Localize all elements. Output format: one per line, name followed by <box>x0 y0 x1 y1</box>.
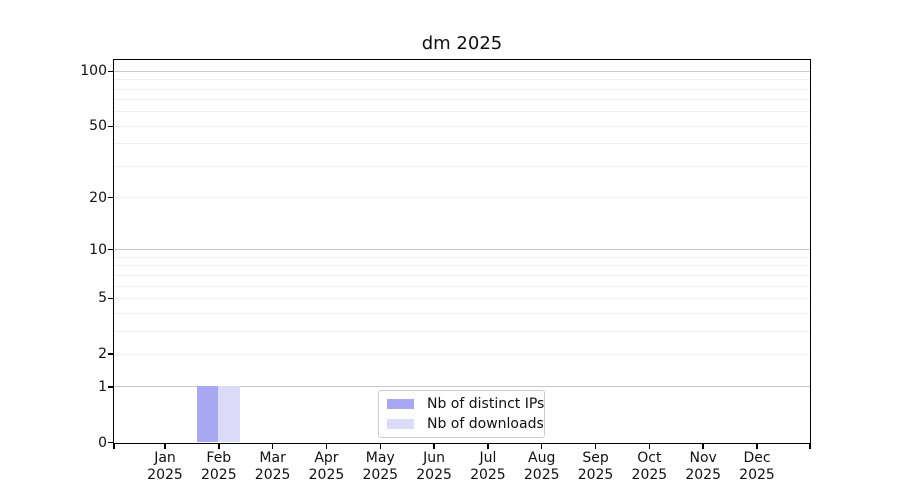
y-axis-tick <box>108 196 113 199</box>
x-axis-tick <box>648 444 651 449</box>
x-tick-label: May 2025 <box>348 450 412 484</box>
x-tick-year: 2025 <box>577 467 614 483</box>
x-tick-label: Mar 2025 <box>241 450 305 484</box>
minor-gridline <box>114 330 810 332</box>
bar <box>218 386 240 442</box>
minor-gridline <box>114 256 810 258</box>
x-tick-month: Aug <box>528 450 556 466</box>
y-axis-tick <box>108 125 113 128</box>
minor-gridline <box>114 297 810 299</box>
plot-area <box>113 59 811 444</box>
y-tick-label: 100 <box>80 63 107 80</box>
minor-gridline <box>114 88 810 90</box>
x-axis-tick <box>756 444 758 449</box>
x-axis-tick <box>218 444 220 449</box>
legend: Nb of distinct IPs Nb of downloads <box>378 390 545 438</box>
x-tick-label: Sep 2025 <box>564 450 628 484</box>
x-axis-tick <box>487 444 489 449</box>
y-tick-label: 2 <box>98 346 107 363</box>
y-axis-tick <box>108 297 113 300</box>
minor-gridline <box>114 312 810 314</box>
x-tick-month: May <box>365 450 395 466</box>
legend-label: Nb of distinct IPs <box>427 396 545 412</box>
x-axis-tick <box>540 444 543 449</box>
x-tick-year: 2025 <box>739 467 775 483</box>
x-tick-label: Apr 2025 <box>294 450 358 484</box>
y-axis-tick <box>108 70 113 73</box>
minor-gridline <box>114 143 810 145</box>
x-tick-year: 2025 <box>308 467 345 483</box>
x-tick-year: 2025 <box>362 467 399 483</box>
x-axis-edge-tick <box>809 444 811 449</box>
minor-gridline <box>114 353 810 355</box>
y-tick-label: 0 <box>98 434 107 451</box>
x-tick-label: Nov 2025 <box>671 450 735 484</box>
x-tick-label: Jul 2025 <box>456 450 520 484</box>
chart-title: dm 2025 <box>421 33 503 54</box>
x-tick-year: 2025 <box>147 467 183 483</box>
x-tick-month: Apr <box>314 450 339 466</box>
x-tick-month: Jul <box>479 450 497 466</box>
legend-swatch <box>387 419 414 429</box>
x-axis-tick <box>271 444 274 449</box>
x-tick-year: 2025 <box>631 467 668 483</box>
x-tick-label: Aug 2025 <box>510 450 574 484</box>
x-axis-tick <box>433 444 435 449</box>
y-axis-tick <box>108 353 113 355</box>
minor-gridline <box>114 125 810 127</box>
y-tick-label: 1 <box>98 378 107 395</box>
y-axis-tick <box>108 248 113 251</box>
major-gridline <box>114 386 810 388</box>
x-axis-tick <box>702 444 704 449</box>
minor-gridline <box>114 165 810 167</box>
y-axis-tick <box>108 441 113 444</box>
x-tick-month: Nov <box>689 450 717 466</box>
x-tick-year: 2025 <box>200 467 237 483</box>
bar <box>196 386 219 442</box>
legend-label: Nb of downloads <box>427 416 544 432</box>
x-tick-year: 2025 <box>416 467 452 483</box>
major-gridline <box>114 249 810 251</box>
x-tick-month: Sep <box>582 450 609 466</box>
legend-item: Nb of distinct IPs <box>387 394 544 414</box>
x-tick-month: Oct <box>637 450 662 466</box>
x-tick-year: 2025 <box>254 467 291 483</box>
x-axis-tick <box>164 444 166 449</box>
x-tick-label: Feb 2025 <box>187 450 251 484</box>
x-tick-year: 2025 <box>685 467 721 483</box>
x-tick-label: Oct 2025 <box>617 450 681 484</box>
major-gridline <box>114 70 810 72</box>
x-tick-year: 2025 <box>470 467 506 483</box>
y-tick-label: 10 <box>89 241 107 258</box>
x-tick-year: 2025 <box>523 467 560 483</box>
minor-gridline <box>114 79 810 81</box>
x-axis-tick <box>594 444 597 449</box>
x-tick-label: Jan 2025 <box>133 450 197 484</box>
legend-item: Nb of downloads <box>387 414 544 434</box>
minor-gridline <box>114 99 810 101</box>
x-axis-tick <box>325 444 328 449</box>
minor-gridline <box>114 111 810 113</box>
minor-gridline <box>114 197 810 199</box>
x-axis-tick <box>379 444 382 449</box>
y-axis-tick <box>108 386 113 388</box>
y-tick-label: 50 <box>89 118 107 135</box>
x-tick-month: Jan <box>154 450 176 466</box>
legend-swatch <box>387 399 414 409</box>
y-tick-label: 5 <box>98 290 107 307</box>
x-axis-edge-tick <box>113 444 115 449</box>
x-tick-label: Dec 2025 <box>725 450 789 484</box>
x-tick-label: Jun 2025 <box>402 450 466 484</box>
minor-gridline <box>114 274 810 276</box>
x-tick-month: Jun <box>423 450 446 466</box>
x-tick-month: Dec <box>743 450 771 466</box>
x-tick-month: Feb <box>206 450 232 466</box>
minor-gridline <box>114 285 810 287</box>
y-tick-label: 20 <box>89 189 107 206</box>
minor-gridline <box>114 265 810 267</box>
x-tick-month: Mar <box>259 450 286 466</box>
